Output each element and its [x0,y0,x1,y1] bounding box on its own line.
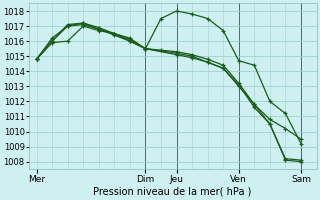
X-axis label: Pression niveau de la mer( hPa ): Pression niveau de la mer( hPa ) [93,187,252,197]
